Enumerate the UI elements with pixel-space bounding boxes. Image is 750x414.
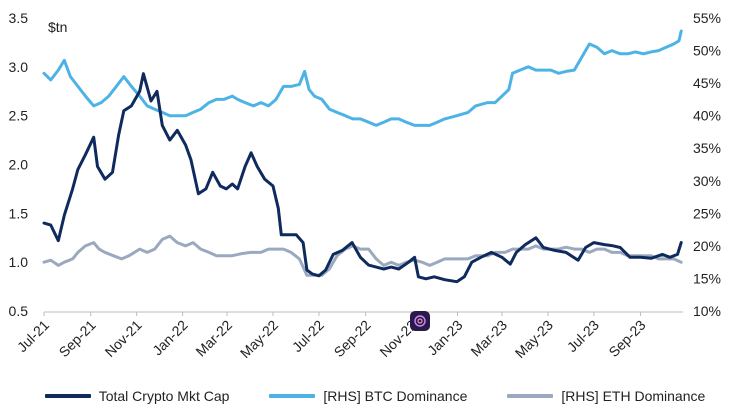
x-axis-tick-label: Jul-22	[289, 317, 327, 355]
right-axis-tick-label: 10%	[693, 303, 721, 319]
right-axis-tick-label: 25%	[693, 205, 721, 221]
right-axis-tick-label: 50%	[693, 43, 721, 59]
legend-item-total-mkt-cap: Total Crypto Mkt Cap	[44, 388, 230, 404]
x-axis-tick-label: Jan-22	[149, 317, 191, 359]
x-axis-tick-label: Mar-23	[467, 317, 510, 360]
left-axis-tick-label: 1.5	[9, 205, 29, 221]
right-axis-tick-label: 35%	[693, 140, 721, 156]
app-logo-icon	[410, 311, 430, 331]
x-axis-tick-label: May-23	[512, 317, 556, 361]
eth-dominance-line	[42, 234, 683, 277]
left-axis-tick-label: 2.0	[9, 157, 29, 173]
right-axis-tick-label: 45%	[693, 75, 721, 91]
legend-item-eth-dominance: [RHS] ETH Dominance	[507, 388, 705, 404]
x-axis-tick-label: Jul-23	[564, 317, 602, 355]
y-axis-unit-label: $tn	[48, 19, 67, 35]
chart-legend: Total Crypto Mkt Cap [RHS] BTC Dominance…	[0, 384, 750, 408]
x-axis-tick-label: Nov-21	[102, 317, 145, 360]
legend-swatch-total-mkt-cap	[44, 394, 91, 398]
x-axis-tick-label: Jul-21	[14, 317, 52, 355]
left-axis-tick-label: 0.5	[9, 303, 29, 319]
x-axis-tick-label: Mar-22	[192, 317, 235, 360]
legend-label-total-mkt-cap: Total Crypto Mkt Cap	[98, 388, 230, 404]
x-axis-ticks: Jul-21 Sep-21 Nov-21 Jan-22 Mar-22 May-22 Jul-…	[14, 312, 649, 361]
right-axis-tick-label: 15%	[693, 270, 721, 286]
left-axis-tick-label: 1.0	[9, 254, 29, 270]
right-axis-tick-label: 30%	[693, 173, 721, 189]
right-axis-tick-label: 40%	[693, 108, 721, 124]
x-axis-tick-label: Sep-23	[605, 317, 648, 360]
legend-item-btc-dominance: [RHS] BTC Dominance	[269, 388, 467, 404]
legend-label-eth-dominance: [RHS] ETH Dominance	[561, 388, 706, 404]
x-axis-tick-label: Sep-21	[56, 317, 99, 360]
left-axis-tick-label: 2.5	[9, 108, 29, 124]
btc-dominance-line	[42, 29, 683, 127]
legend-label-btc-dominance: [RHS] BTC Dominance	[323, 388, 468, 404]
left-axis-tick-label: 3.5	[9, 10, 29, 26]
series-lines	[42, 29, 683, 284]
right-axis-ticks: 10% 15% 20% 25% 30% 35% 40% 45% 50% 55%	[693, 10, 721, 319]
x-axis-tick-label: Jan-23	[424, 317, 466, 359]
total-crypto-mkt-cap-line	[42, 72, 683, 284]
left-axis-tick-label: 3.0	[9, 59, 29, 75]
legend-swatch-eth-dominance	[507, 394, 554, 398]
right-axis-tick-label: 20%	[693, 238, 721, 254]
x-axis-tick-label: Sep-22	[331, 317, 374, 360]
x-axis-tick-label: May-22	[237, 317, 281, 361]
left-axis-ticks: 0.5 1.0 1.5 2.0 2.5 3.0 3.5	[9, 10, 29, 319]
right-axis-tick-label: 55%	[693, 10, 721, 26]
legend-swatch-btc-dominance	[269, 394, 316, 398]
